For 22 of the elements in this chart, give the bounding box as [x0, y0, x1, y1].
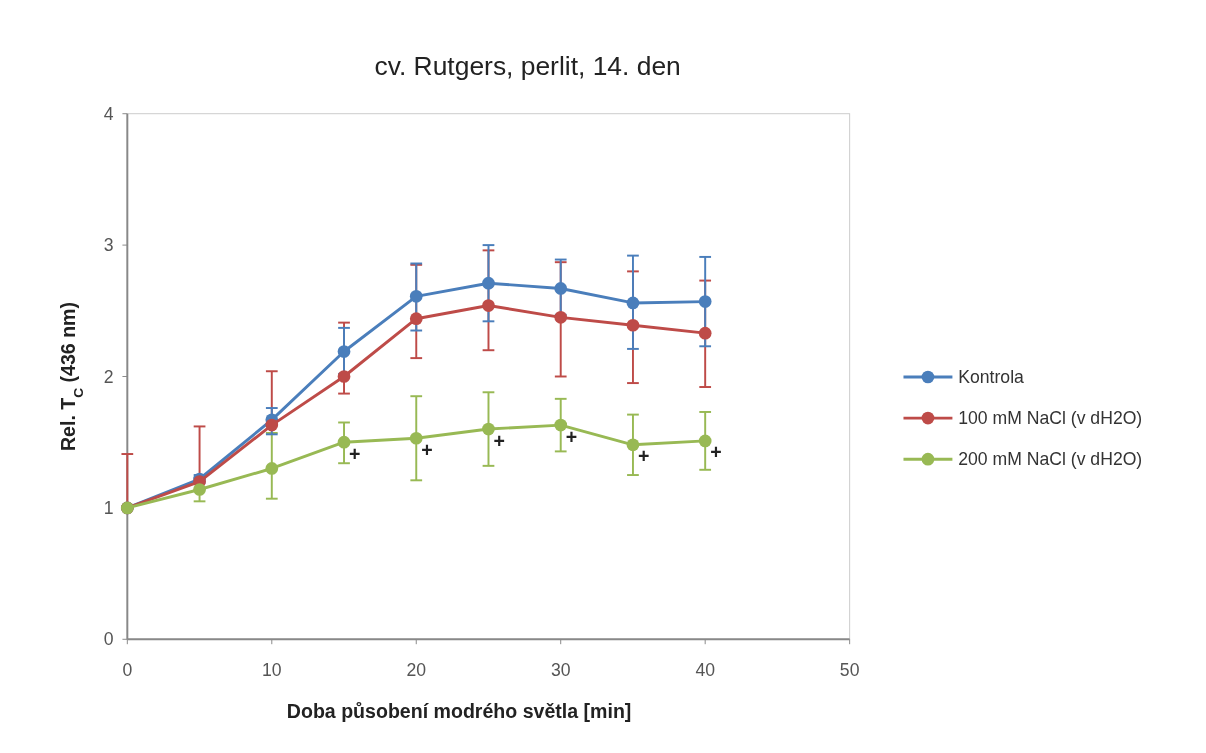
x-tick-label: 40: [695, 660, 716, 681]
annotation: +: [638, 445, 650, 468]
chart-title: cv. Rutgers, perlit, 14. den: [374, 50, 681, 81]
y-tick-label: 4: [103, 103, 114, 124]
y-tick-label: 3: [103, 235, 114, 256]
legend-label: 100 mM NaCl (v dH2O): [958, 408, 1143, 429]
annotation: +: [421, 438, 433, 461]
annotation: +: [565, 425, 578, 448]
y-tick-label: 1: [103, 498, 114, 519]
annotation: +: [349, 442, 361, 465]
x-tick-label: 20: [406, 660, 427, 681]
legend-label: 200 mM NaCl (v dH2O): [958, 449, 1143, 470]
annotation: +: [710, 441, 722, 464]
y-tick-label: 0: [103, 629, 114, 650]
legend-label: Kontrola: [958, 367, 1025, 388]
x-tick-label: 10: [261, 660, 282, 681]
annotation: +: [493, 429, 505, 452]
x-axis-title: Doba působení modrého světla [min]: [286, 699, 632, 722]
x-tick-label: 50: [839, 660, 860, 681]
x-tick-label: 30: [550, 660, 571, 681]
x-tick-label: 0: [122, 660, 133, 681]
y-tick-label: 2: [103, 366, 114, 387]
